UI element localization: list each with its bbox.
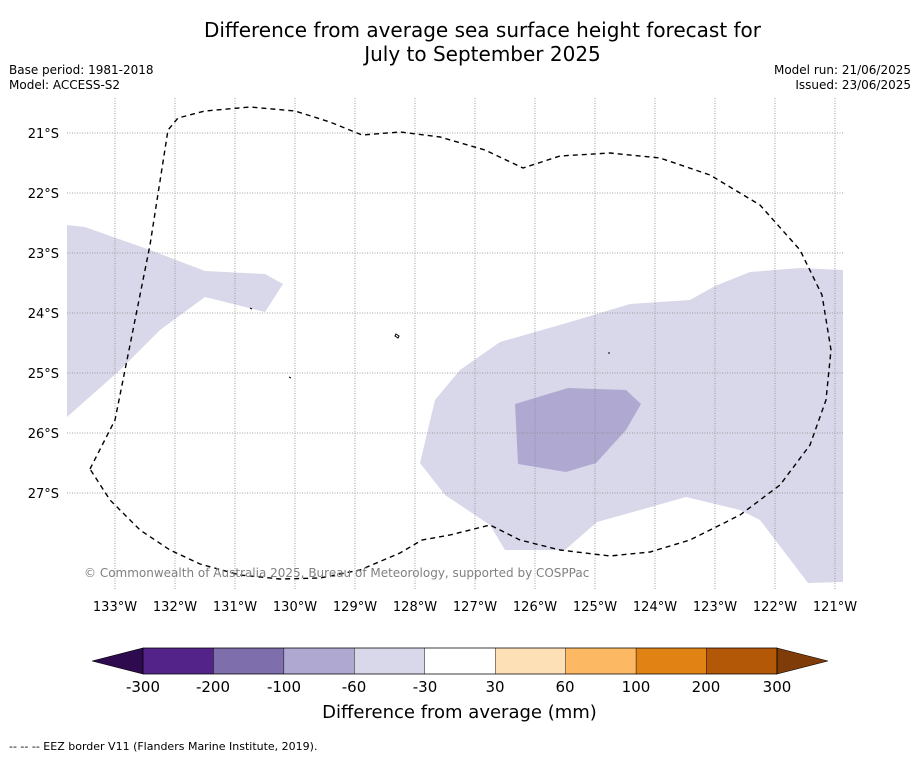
colorbar-swatch bbox=[142, 647, 214, 675]
colorbar-tick: -200 bbox=[196, 678, 230, 696]
colorbar-swatch bbox=[495, 647, 566, 675]
map: © Commonwealth of Australia 2025, Bureau… bbox=[28, 98, 857, 615]
colorbar-extend-high bbox=[776, 647, 829, 675]
lon-label: 128°W bbox=[393, 600, 437, 615]
lon-label: 132°W bbox=[153, 600, 197, 615]
longitude-labels: 133°W 132°W 131°W 130°W 129°W 128°W 127°… bbox=[93, 600, 857, 615]
colorbar-extend-low bbox=[91, 647, 144, 675]
lon-label: 133°W bbox=[93, 600, 137, 615]
lat-label: 25°S bbox=[28, 367, 59, 382]
colorbar-label: Difference from average (mm) bbox=[322, 702, 597, 723]
title-line-1: Difference from average sea surface heig… bbox=[203, 18, 762, 42]
run-info: Model run: 21/06/2025 Issued: 23/06/2025 bbox=[774, 63, 911, 93]
latitude-labels: 21°S 22°S 23°S 24°S 25°S 26°S 27°S bbox=[28, 127, 59, 502]
anomaly-fill bbox=[67, 225, 843, 583]
anomaly-region-west bbox=[67, 225, 283, 417]
colorbar-tick: -300 bbox=[126, 678, 160, 696]
lon-label: 121°W bbox=[813, 600, 857, 615]
colorbar-tick: 30 bbox=[485, 678, 504, 696]
anomaly-region-east bbox=[420, 268, 843, 583]
colorbar-tick: 200 bbox=[692, 678, 721, 696]
islands bbox=[249, 307, 610, 379]
lon-label: 129°W bbox=[333, 600, 377, 615]
base-period: Base period: 1981-2018 bbox=[9, 63, 154, 77]
lon-label: 126°W bbox=[513, 600, 557, 615]
lat-label: 27°S bbox=[28, 487, 59, 502]
colorbar-tick: 60 bbox=[555, 678, 574, 696]
colorbar-boxes bbox=[142, 647, 778, 675]
eez-legend-note: -- -- -- EEZ border V11 (Flanders Marine… bbox=[9, 740, 318, 753]
colorbar-swatch bbox=[635, 647, 707, 675]
colorbar-swatch bbox=[283, 647, 355, 675]
island-marker bbox=[394, 333, 400, 339]
colorbar-outline bbox=[142, 647, 778, 675]
lon-label: 123°W bbox=[693, 600, 737, 615]
issued-date: Issued: 23/06/2025 bbox=[795, 78, 911, 92]
colorbar-tick: -100 bbox=[267, 678, 301, 696]
lon-label: 125°W bbox=[573, 600, 617, 615]
colorbar-tick: 300 bbox=[763, 678, 792, 696]
lon-label: 124°W bbox=[633, 600, 677, 615]
colorbar: -300 -200 -100 -60 -30 30 60 100 200 300 bbox=[91, 647, 829, 696]
title-line-2: July to September 2025 bbox=[364, 42, 601, 66]
lon-label: 127°W bbox=[453, 600, 497, 615]
lat-label: 22°S bbox=[28, 187, 59, 202]
colorbar-swatch bbox=[706, 647, 778, 675]
copyright-text: © Commonwealth of Australia 2025, Bureau… bbox=[84, 566, 589, 580]
model-run: Model run: 21/06/2025 bbox=[773, 63, 911, 77]
colorbar-swatch bbox=[565, 647, 637, 675]
lon-label: 130°W bbox=[273, 600, 317, 615]
colorbar-swatch bbox=[354, 647, 425, 675]
model-info: Base period: 1981-2018 Model: ACCESS-S2 bbox=[9, 63, 154, 93]
colorbar-tick: -30 bbox=[413, 678, 438, 696]
colorbar-tick: -60 bbox=[342, 678, 367, 696]
eez-border bbox=[89, 106, 832, 580]
lat-label: 24°S bbox=[28, 307, 59, 322]
lat-label: 23°S bbox=[28, 247, 59, 262]
lon-label: 122°W bbox=[753, 600, 797, 615]
lon-label: 131°W bbox=[213, 600, 257, 615]
colorbar-ticks: -300 -200 -100 -60 -30 30 60 100 200 300 bbox=[126, 678, 791, 696]
anomaly-region-core bbox=[515, 388, 641, 472]
colorbar-swatch bbox=[424, 647, 496, 675]
island-marker bbox=[288, 376, 292, 379]
chart-title: Difference from average sea surface heig… bbox=[0, 18, 919, 66]
lat-label: 26°S bbox=[28, 427, 59, 442]
gridlines bbox=[67, 98, 843, 590]
colorbar-tick: 100 bbox=[622, 678, 651, 696]
colorbar-swatch bbox=[213, 647, 285, 675]
model-name: Model: ACCESS-S2 bbox=[9, 78, 121, 92]
lat-label: 21°S bbox=[28, 127, 59, 142]
island-marker bbox=[249, 307, 253, 310]
